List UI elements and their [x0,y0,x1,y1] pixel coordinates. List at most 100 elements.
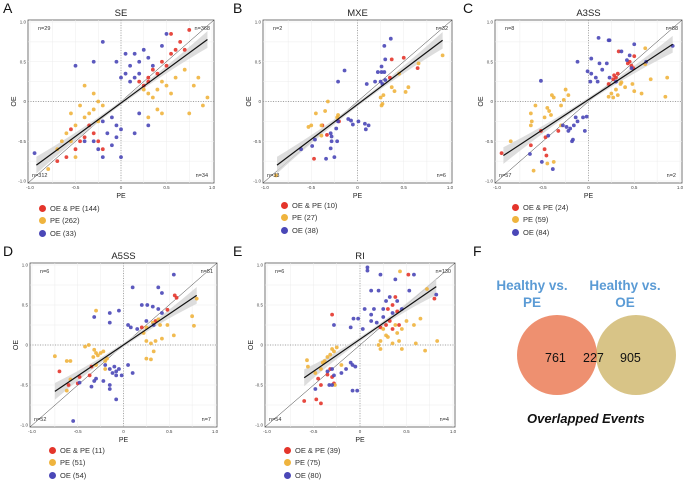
data-point-both [627,59,632,64]
data-point-pe [533,103,538,108]
data-point-oe [139,303,144,307]
data-point-pe [82,115,87,120]
x-tick-label: 0.5 [163,185,170,190]
data-point-oe [351,316,356,321]
regression-line [503,43,674,157]
data-point-both [543,135,548,140]
data-point-oe [92,379,97,383]
data-point-pe [82,83,87,88]
data-point-oe [364,82,369,86]
data-point-both [390,303,395,307]
data-point-pe [196,75,201,80]
data-point-pe [330,347,334,351]
venn-caption: Overlapped Events [527,411,645,426]
legend-label: OE & PE (39) [295,445,341,455]
data-point-pe [155,107,160,112]
data-point-pe [380,101,385,106]
data-point-pe [418,316,423,321]
data-point-oe [564,125,569,129]
y-tick-label: -0.5 [255,383,263,388]
data-point-pe [149,357,153,362]
data-point-oe [566,129,571,133]
data-point-pe [146,115,151,120]
data-point-oe [369,288,374,293]
data-point-both [499,151,504,156]
legend-item-oe: OE (80) [284,469,340,482]
data-point-pe [403,90,408,94]
legend-item-pe: PE (59) [512,214,568,227]
data-point-pe [151,349,156,354]
data-point-pe [563,87,568,92]
data-point-oe [600,67,605,72]
data-point-oe [353,364,358,369]
legend-marker-both [39,204,46,212]
data-point-both [169,32,173,36]
data-point-both [316,376,321,381]
data-point-oe [632,42,637,47]
data-point-oe [123,51,128,56]
data-point-pe [305,358,309,363]
legend-marker-oe [49,471,56,479]
legend-label: OE (84) [523,227,550,237]
data-point-oe [355,388,360,393]
data-point-oe [101,379,106,383]
data-point-pe [559,103,563,108]
data-point-oe [376,288,381,293]
quadrant-count-bottom-right: n=2 [667,173,676,179]
legend-se: OE & PE (144) PE (262) OE (33) [39,202,100,240]
data-point-oe [571,123,576,128]
data-point-pe [144,356,149,361]
data-point-both [150,67,155,72]
data-point-oe [379,64,384,69]
legend-marker-oe [512,228,519,236]
data-point-oe [434,292,439,297]
data-point-oe [581,115,585,120]
data-point-pe [191,83,196,88]
data-point-pe [306,125,311,129]
venn-circle-pe [517,315,597,395]
data-point-oe [91,59,96,64]
legend-marker-oe [39,229,46,237]
data-point-pe [328,352,333,357]
data-point-oe [325,369,330,374]
panel-letter-c: C [463,0,474,16]
legend-item-pe: PE (75) [284,457,340,470]
y-tick-label: 1.0 [255,20,262,25]
data-point-oe [100,39,105,44]
data-point-both [182,47,187,52]
data-point-oe [575,59,580,64]
data-point-pe [274,173,278,178]
data-point-pe [68,359,73,363]
data-point-oe [373,79,377,84]
data-point-pe [423,348,427,353]
legend-label: OE & PE (24) [523,202,569,212]
panel-letter-a: A [3,0,13,16]
data-point-both [330,312,334,317]
data-point-oe [382,70,387,74]
data-point-both [100,147,105,152]
legend-label: PE (75) [295,458,321,468]
data-point-pe [69,111,73,116]
data-point-oe [150,63,155,68]
data-point-pe [623,85,627,90]
data-point-pe [397,339,401,343]
data-point-oe [114,59,119,64]
x-axis-label: PE [116,193,126,200]
y-axis-label: OE [478,96,485,106]
quadrant-count-top-right: n=32 [436,26,448,32]
data-point-oe [334,126,339,131]
data-point-pe [319,123,324,128]
data-point-oe [328,131,333,136]
legend-label: PE (51) [60,458,86,468]
data-point-oe [114,123,119,128]
legend-marker-pe [39,217,46,225]
scatter-panel-mxe: MXE -1.0 -0.5 0 0.5 1.0 -1.0 -0.5 0 0.5 1.0 PE OE n=2… [246,8,454,200]
data-point-pe [319,133,324,138]
legend-label: OE (33) [50,228,77,238]
data-point-oe [335,139,340,144]
x-tick-label: 0.5 [401,185,408,190]
data-point-oe [329,134,334,139]
data-point-pe [171,333,176,338]
x-tick-label: 1.0 [447,185,454,190]
data-point-both [319,401,323,406]
